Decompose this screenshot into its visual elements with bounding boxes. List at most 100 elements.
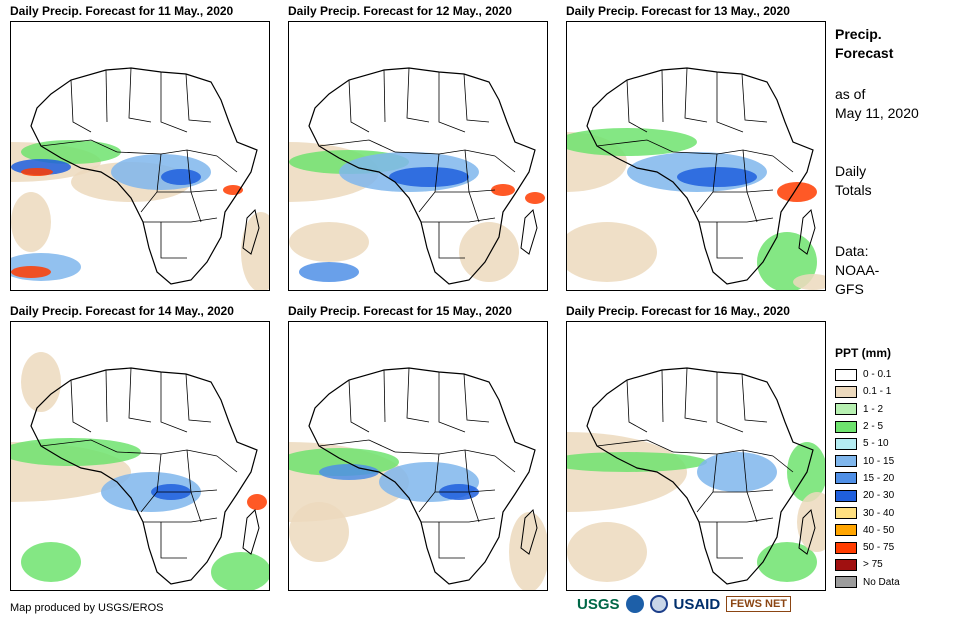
country-border (626, 79, 648, 133)
madagascar-outline (798, 509, 816, 555)
country-border (116, 149, 218, 157)
country-border (190, 491, 202, 523)
country-border (105, 369, 108, 423)
country-border (160, 222, 187, 259)
country-border (463, 373, 490, 423)
precip-area (21, 352, 61, 412)
legend-swatch (835, 524, 857, 537)
precip-area (21, 140, 121, 164)
country-border (741, 73, 768, 123)
legend-label: 2 - 5 (863, 421, 884, 433)
legend-label: 0 - 0.1 (863, 369, 892, 381)
country-border (318, 139, 396, 153)
legend-title: PPT (mm) (835, 346, 892, 360)
side-asof-line1: as of (835, 86, 866, 102)
country-border (661, 369, 664, 423)
noaa-logo (625, 595, 644, 613)
precip-area (793, 274, 825, 290)
country-border (160, 72, 188, 133)
legend-swatch (835, 507, 857, 520)
legend-item: 10 - 15 (835, 452, 900, 469)
country-border (746, 491, 758, 523)
nasa-seal-logo (649, 595, 668, 613)
country-border (661, 69, 664, 123)
precip-area (299, 262, 359, 282)
side-asof: as of May 11, 2020 (835, 85, 919, 123)
precip-area (509, 512, 547, 590)
legend-label: > 75 (863, 559, 883, 571)
country-border (626, 379, 648, 433)
precip-area (797, 492, 825, 552)
precip-area (459, 222, 519, 282)
country-border (684, 367, 708, 423)
legend-swatch (835, 455, 857, 468)
country-border (421, 217, 496, 223)
legend-item: 30 - 40 (835, 504, 900, 521)
legend-item: 0.1 - 1 (835, 383, 900, 400)
legend-item: No Data (835, 574, 900, 591)
country-border (746, 191, 758, 223)
country-border (716, 222, 743, 259)
legend-item: 15 - 20 (835, 470, 900, 487)
country-border (70, 79, 92, 133)
panel-title: Daily Precip. Forecast for 15 May., 2020 (288, 304, 512, 318)
precip-map (566, 21, 826, 291)
precip-area (21, 542, 81, 582)
precip-area (319, 464, 379, 480)
africa-outline (308, 67, 536, 285)
legend-swatch (835, 437, 857, 450)
country-border (40, 139, 118, 153)
legend-label: No Data (863, 576, 900, 588)
precip-area (567, 432, 687, 512)
country-border (70, 379, 92, 433)
africa-outline (308, 367, 536, 585)
madagascar-outline (798, 209, 816, 255)
legend-label: 5 - 10 (863, 438, 889, 450)
country-border (190, 191, 202, 223)
precip-area (567, 452, 707, 472)
legend-label: 50 - 75 (863, 542, 895, 554)
country-border (468, 191, 480, 223)
legend-item: 0 - 0.1 (835, 366, 900, 383)
country-border (216, 155, 238, 173)
side-asof-line2: May 11, 2020 (835, 105, 919, 121)
legend-swatch (835, 576, 857, 589)
country-border (128, 367, 152, 423)
country-border (699, 517, 774, 523)
country-border (160, 522, 187, 559)
precip-map (566, 321, 826, 591)
precip-area (697, 452, 777, 492)
side-totals: Daily Totals (835, 162, 872, 200)
precip-area (525, 192, 545, 204)
legend-label: 1 - 2 (863, 403, 884, 415)
madagascar-outline (520, 509, 538, 555)
country-border (318, 439, 396, 453)
country-border (716, 72, 744, 133)
precip-area (389, 167, 469, 187)
africa-outline (30, 367, 258, 585)
country-border (383, 69, 386, 123)
country-border (672, 449, 774, 457)
panel-title: Daily Precip. Forecast for 13 May., 2020 (566, 4, 790, 18)
precip-area (677, 167, 757, 187)
precip-area (11, 192, 51, 252)
country-border (494, 455, 516, 473)
country-border (468, 491, 480, 523)
country-border (494, 155, 516, 173)
precip-area (491, 184, 515, 196)
country-border (406, 367, 430, 423)
country-border (684, 67, 708, 123)
legend-label: 0.1 - 1 (863, 386, 892, 398)
side-data-line2: NOAA- (835, 262, 880, 278)
precip-area (211, 552, 269, 590)
precip-area (787, 442, 825, 502)
country-border (772, 155, 794, 173)
country-border (596, 439, 674, 453)
country-border (348, 379, 370, 433)
side-data-source: Data: NOAA- GFS (835, 242, 879, 299)
legend-swatch (835, 420, 857, 433)
credit-text: Map produced by USGS/EROS (10, 602, 164, 614)
country-border (772, 455, 794, 473)
logo-bar: USGS USAID FEWS NET (577, 595, 792, 613)
side-data-line1: Data: (835, 243, 869, 259)
